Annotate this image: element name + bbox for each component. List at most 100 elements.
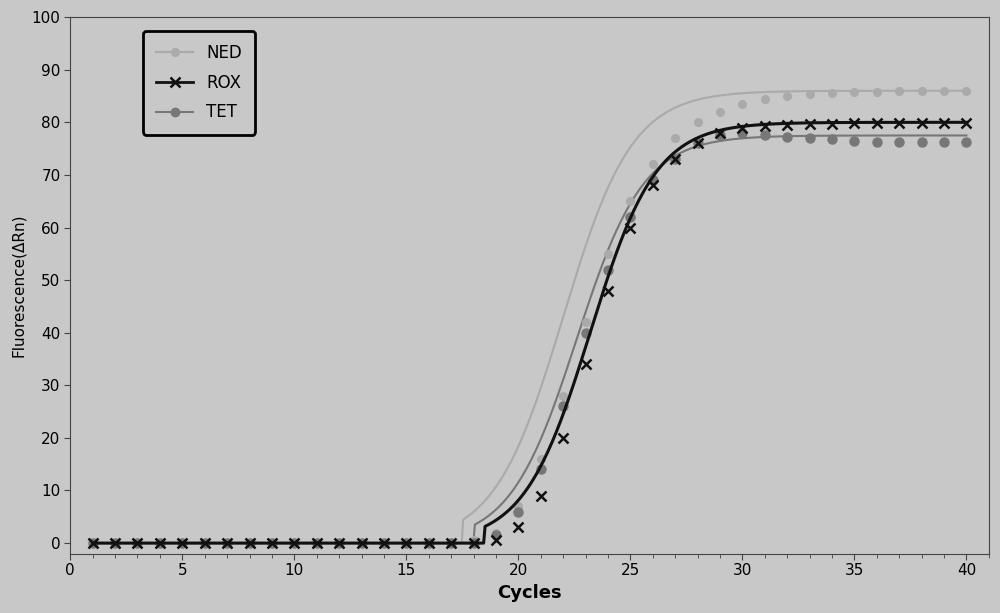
ROX xyxy=(423,539,435,547)
ROX xyxy=(916,120,928,127)
TET xyxy=(512,508,524,515)
NED xyxy=(781,93,793,100)
ROX xyxy=(848,120,860,127)
TET xyxy=(826,135,838,143)
ROX xyxy=(736,124,748,131)
ROX xyxy=(288,539,300,547)
ROX xyxy=(109,539,121,547)
NED xyxy=(109,539,121,547)
ROX xyxy=(692,140,704,147)
NED xyxy=(176,539,188,547)
NED xyxy=(714,108,726,115)
ROX xyxy=(445,539,457,547)
TET xyxy=(221,539,233,547)
ROX xyxy=(647,181,659,189)
TET xyxy=(176,539,188,547)
Y-axis label: Fluorescence(ΔRn): Fluorescence(ΔRn) xyxy=(11,213,26,357)
NED xyxy=(154,539,166,547)
NED xyxy=(692,119,704,126)
ROX xyxy=(602,287,614,294)
NED xyxy=(288,539,300,547)
TET xyxy=(602,266,614,273)
TET xyxy=(87,539,99,547)
TET xyxy=(266,539,278,547)
TET xyxy=(400,539,412,547)
NED xyxy=(87,539,99,547)
NED xyxy=(490,529,502,536)
ROX xyxy=(512,524,524,531)
TET xyxy=(624,213,636,221)
Line: NED: NED xyxy=(89,87,970,547)
TET xyxy=(356,539,368,547)
ROX xyxy=(468,539,480,547)
TET xyxy=(333,539,345,547)
ROX xyxy=(669,156,681,163)
NED xyxy=(244,539,256,547)
TET xyxy=(647,177,659,184)
NED xyxy=(916,87,928,94)
TET xyxy=(468,539,480,547)
NED xyxy=(400,539,412,547)
TET xyxy=(490,531,502,539)
Line: TET: TET xyxy=(88,128,971,547)
NED xyxy=(356,539,368,547)
ROX xyxy=(893,120,905,127)
ROX xyxy=(333,539,345,547)
TET xyxy=(423,539,435,547)
ROX xyxy=(804,121,816,128)
TET xyxy=(781,134,793,141)
ROX xyxy=(938,120,950,127)
TET xyxy=(131,539,143,547)
NED xyxy=(333,539,345,547)
NED xyxy=(557,392,569,400)
ROX xyxy=(356,539,368,547)
NED xyxy=(512,503,524,510)
NED xyxy=(311,539,323,547)
TET xyxy=(736,129,748,137)
TET xyxy=(714,132,726,139)
ROX xyxy=(311,539,323,547)
Line: ROX: ROX xyxy=(88,118,971,548)
NED xyxy=(759,95,771,102)
NED xyxy=(221,539,233,547)
NED xyxy=(602,250,614,257)
Legend: NED, ROX, TET: NED, ROX, TET xyxy=(143,31,255,135)
NED xyxy=(669,134,681,142)
TET xyxy=(580,329,592,337)
ROX xyxy=(871,120,883,127)
NED xyxy=(580,319,592,326)
NED xyxy=(826,89,838,97)
NED xyxy=(199,539,211,547)
TET xyxy=(557,403,569,410)
TET xyxy=(311,539,323,547)
TET xyxy=(669,156,681,163)
ROX xyxy=(154,539,166,547)
ROX xyxy=(535,492,547,500)
TET xyxy=(759,132,771,139)
NED xyxy=(960,87,972,94)
TET xyxy=(916,139,928,146)
TET xyxy=(871,138,883,145)
ROX xyxy=(266,539,278,547)
NED xyxy=(647,161,659,168)
NED xyxy=(378,539,390,547)
TET xyxy=(893,139,905,146)
NED xyxy=(848,89,860,96)
ROX xyxy=(826,120,838,128)
ROX xyxy=(759,123,771,130)
TET xyxy=(692,140,704,147)
X-axis label: Cycles: Cycles xyxy=(497,584,562,602)
NED xyxy=(804,91,816,98)
TET xyxy=(288,539,300,547)
NED xyxy=(871,88,883,96)
TET xyxy=(804,134,816,142)
ROX xyxy=(960,120,972,127)
ROX xyxy=(244,539,256,547)
ROX xyxy=(490,537,502,544)
TET xyxy=(244,539,256,547)
TET xyxy=(938,139,950,146)
NED xyxy=(423,539,435,547)
NED xyxy=(938,87,950,94)
ROX xyxy=(781,121,793,129)
TET xyxy=(445,539,457,547)
